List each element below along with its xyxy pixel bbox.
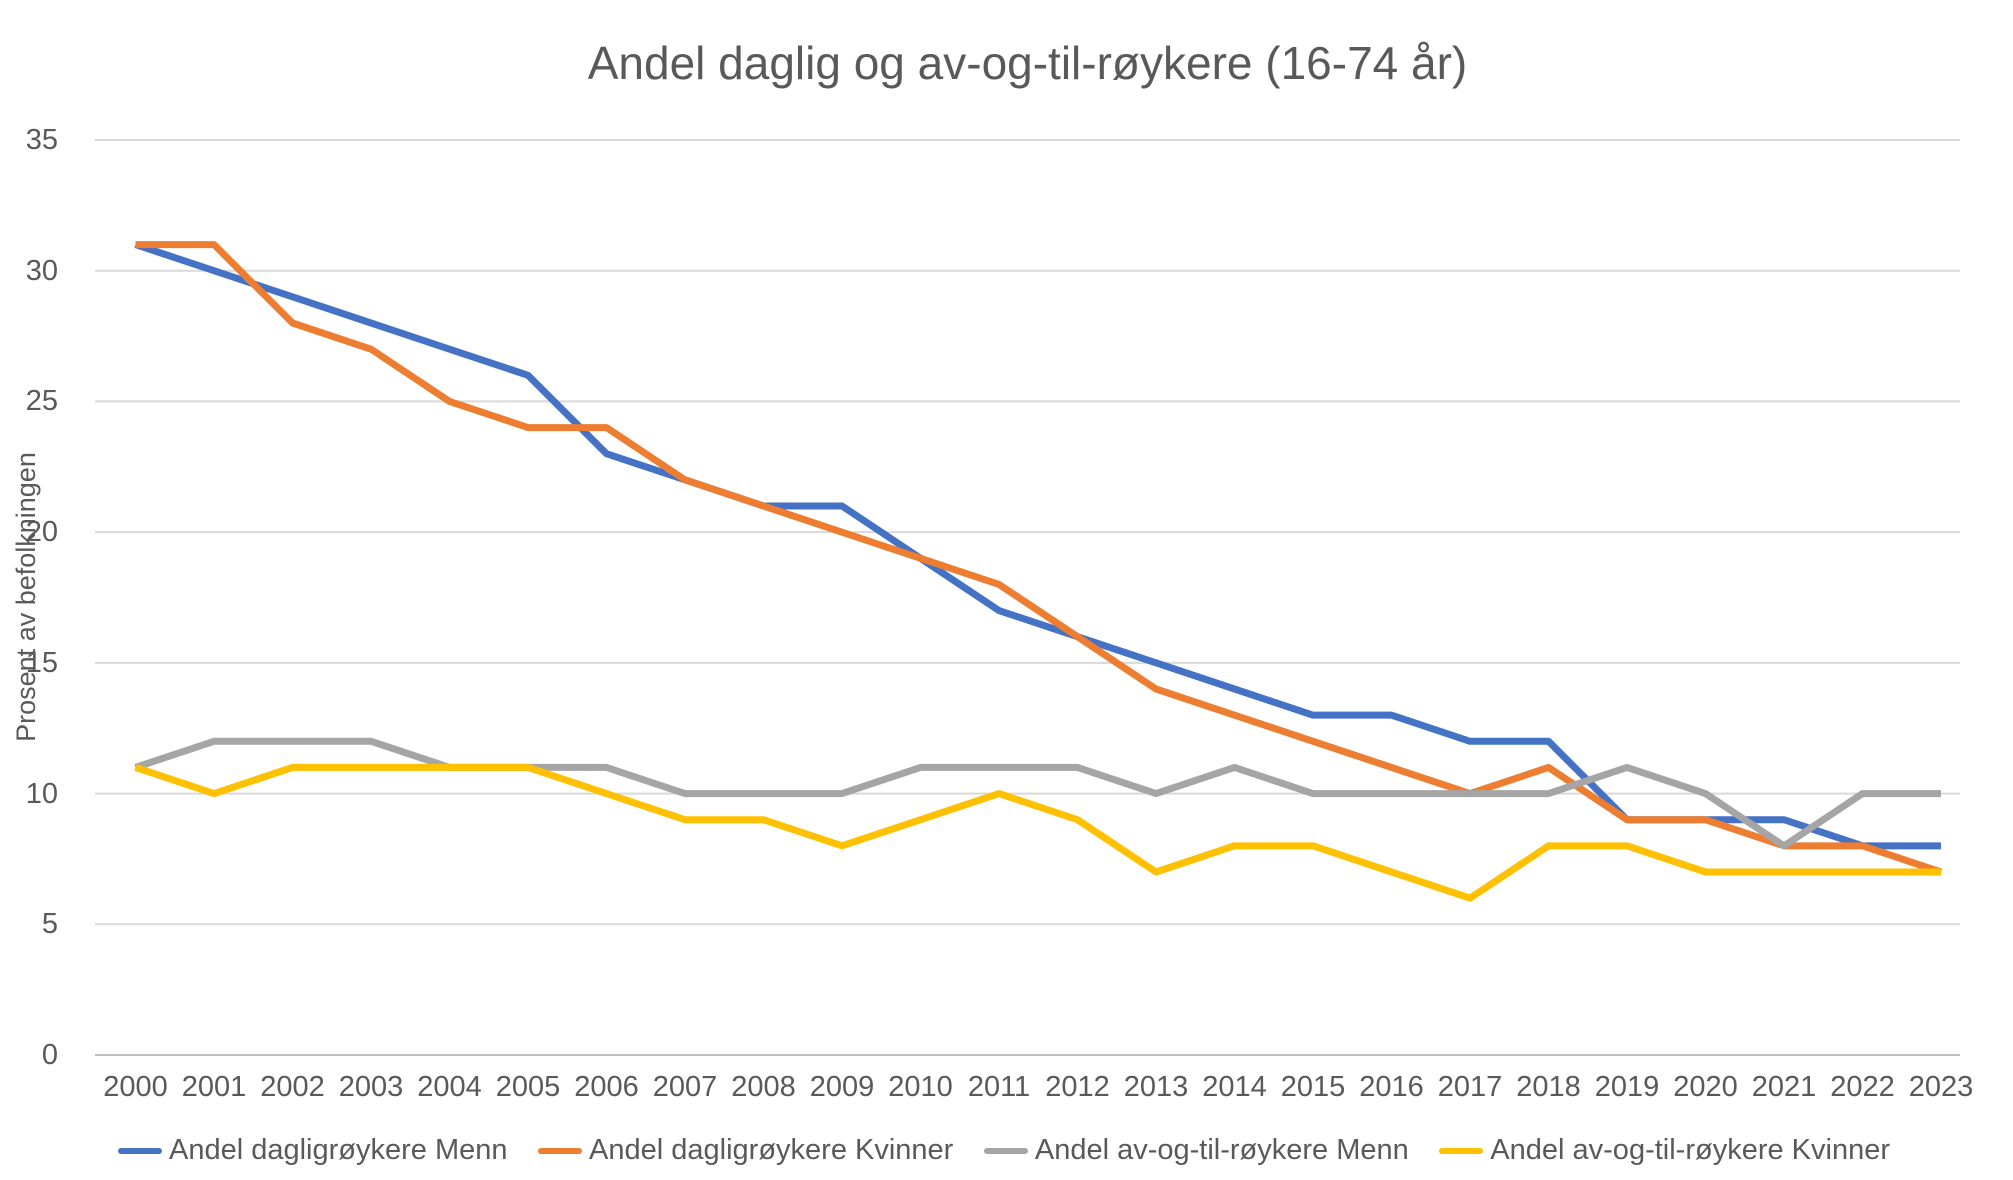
y-tick-label: 15 [25,646,58,679]
legend-line-swatch [1439,1147,1484,1154]
x-tick-label: 2013 [1123,1071,1189,1103]
x-tick-label: 2011 [967,1071,1031,1103]
x-tick-label: 2008 [731,1071,796,1103]
y-tick-label: 10 [25,777,58,810]
legend-item-andel-dagligroykere-menn: Andel dagligrøykere Menn [118,1134,508,1167]
chart-title: Andel daglig og av-og-til-røykere (16-74… [587,37,1468,89]
y-tick-label: 0 [41,1039,58,1071]
y-tick-label: 25 [25,385,58,418]
series-line-andel-av-og-til-roykere-menn [134,737,1941,850]
x-tick-label: 2019 [1594,1071,1660,1103]
x-tick-label: 2020 [1673,1071,1738,1103]
x-tick-label: 2004 [417,1071,482,1103]
x-tick-label: 2007 [652,1071,718,1103]
x-tick-label: 2005 [495,1071,561,1103]
legend-item-andel-dagligroykere-kvinner: Andel dagligrøykere Kvinner [538,1134,953,1167]
legend: Andel dagligrøykere Menn Andel dagligrøyk… [118,1134,1890,1167]
x-tick-label: 2002 [260,1071,325,1103]
y-tick-label: 30 [25,254,58,287]
legend-line-swatch [118,1147,162,1154]
x-tick-label: 2023 [1908,1071,1974,1103]
x-tick-label: 2010 [888,1071,953,1103]
x-tick-label: 2018 [1516,1071,1581,1103]
x-tick-label: 2000 [103,1071,168,1103]
x-tick-label: 2021 [1751,1071,1817,1103]
legend-label: Andel av-og-til-røykere Kvinner [1490,1134,1890,1166]
series-line-andel-av-og-til-roykere-kvinner [134,763,1941,902]
legend-label: Andel av-og-til-røykere Menn [1034,1134,1409,1166]
x-tick-label: 2003 [338,1071,404,1103]
legend-line-swatch [983,1147,1028,1154]
y-tick-label: 35 [25,124,58,156]
y-tick-label: 5 [41,908,58,941]
x-tick-label: 2014 [1202,1071,1267,1103]
legend-item-andel-av-og-til-roykere-kvinner: Andel av-og-til-røykere Kvinner [1439,1134,1890,1167]
legend-label: Andel dagligrøykere Kvinner [589,1134,954,1166]
x-tick-label: 2012 [1045,1071,1110,1103]
x-tick-label: 2017 [1437,1071,1503,1103]
x-tick-label: 2016 [1359,1071,1424,1103]
series-line-andel-dagligroykere-kvinner [135,241,1943,876]
legend-line-swatch [538,1147,583,1154]
x-tick-label: 2009 [809,1071,875,1103]
x-tick-label: 2006 [574,1071,639,1103]
x-tick-label: 2015 [1280,1071,1346,1103]
x-tick-label: 2022 [1830,1071,1895,1103]
legend-item-andel-av-og-til-roykere-menn: Andel av-og-til-røykere Menn [983,1134,1409,1167]
legend-label: Andel dagligrøykere Menn [169,1134,508,1166]
x-tick-label: 2001 [181,1071,247,1103]
y-tick-label: 20 [25,516,58,549]
